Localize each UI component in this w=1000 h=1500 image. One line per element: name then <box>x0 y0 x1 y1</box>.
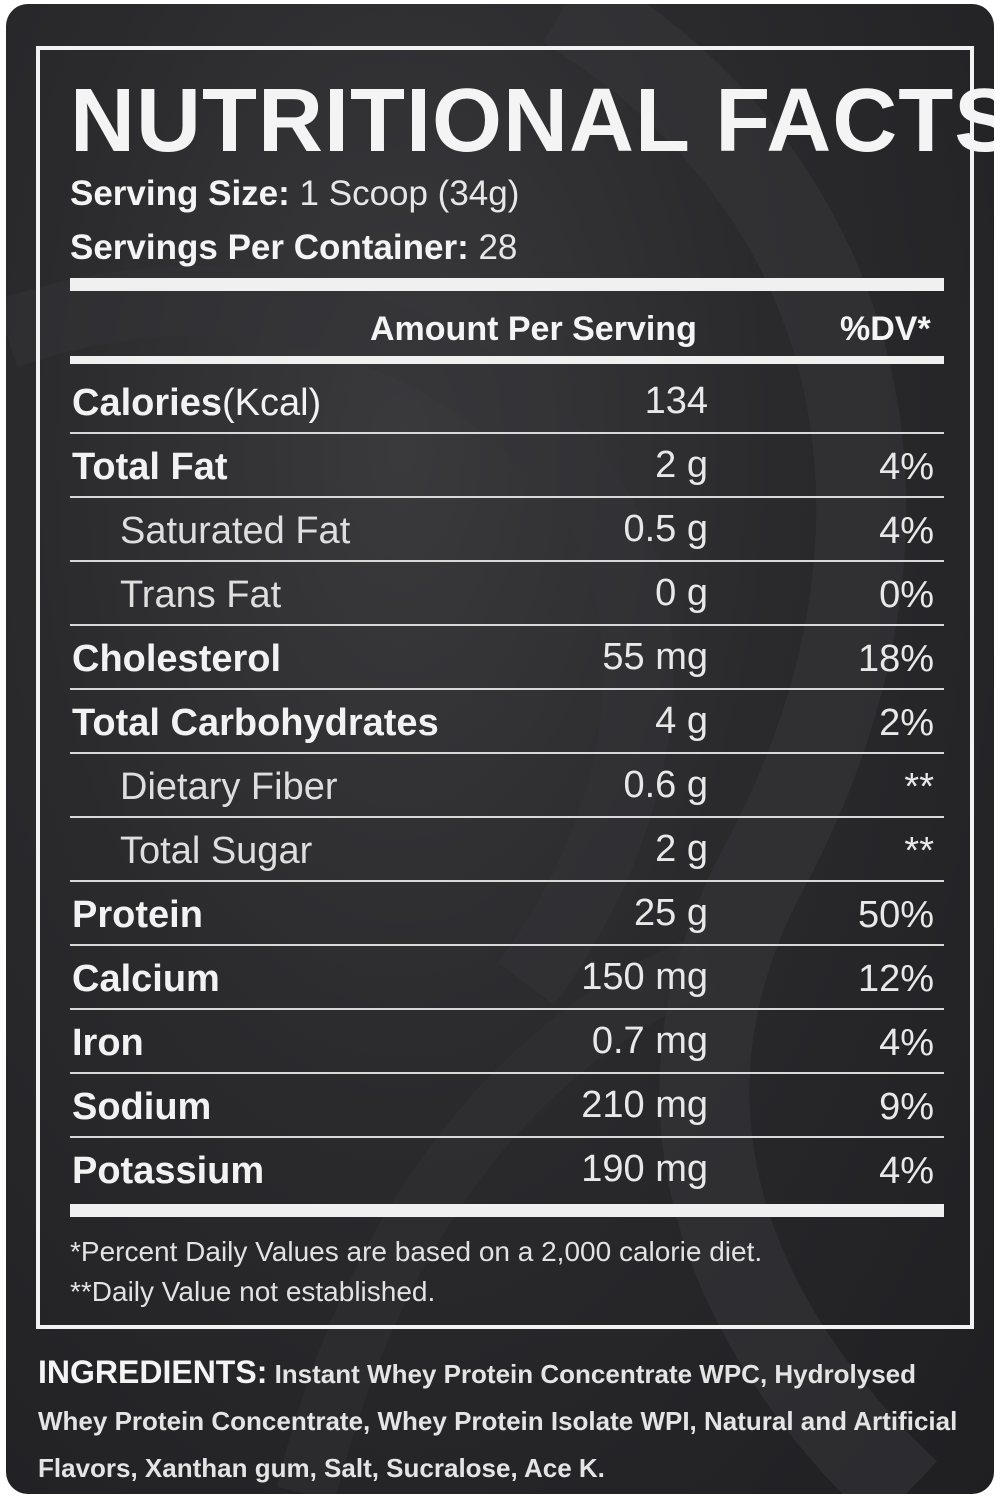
divider-thick-top <box>70 278 944 291</box>
nutrient-row: Total Fat 2 g 4% <box>70 434 944 498</box>
nutrient-daily-value: 0% <box>879 574 934 616</box>
nutrient-daily-value: 4% <box>879 510 934 552</box>
calories-unit: (Kcal) <box>221 382 322 424</box>
nutrient-amount: 0.6 g <box>623 764 708 806</box>
nutrient-amount: 150 mg <box>581 956 708 998</box>
nutrient-amount: 55 mg <box>602 636 708 678</box>
amount-per-serving-header: Amount Per Serving <box>370 310 697 348</box>
nutrient-name: Iron <box>72 1022 144 1064</box>
servings-per-container-label: Servings Per Container: <box>70 228 469 267</box>
serving-size-label: Serving Size: <box>70 174 290 213</box>
nutrient-row: Calcium 150 mg 12% <box>70 946 944 1010</box>
nutrient-daily-value: 12% <box>857 958 934 1000</box>
nutrient-row: Potassium 190 mg 4% <box>70 1138 944 1202</box>
nutrient-name: Trans Fat <box>120 574 282 616</box>
nutrient-daily-value: 4% <box>879 1022 934 1064</box>
calories-name: Calories <box>72 382 222 424</box>
calories-amount: 134 <box>644 380 708 422</box>
footnote-daily-values: *Percent Daily Values are based on a 2,0… <box>70 1236 763 1267</box>
nutrient-amount: 210 mg <box>581 1084 708 1126</box>
nutrient-daily-value: ** <box>904 830 934 872</box>
daily-value-header: %DV* <box>840 310 931 348</box>
calories-row: Calories(Kcal) 134 <box>70 370 944 434</box>
nutrient-amount: 2 g <box>655 828 708 870</box>
nutrient-daily-value: 18% <box>857 638 934 680</box>
nutrient-row: Saturated Fat 0.5 g 4% <box>70 498 944 562</box>
footnote-not-established: **Daily Value not established. <box>70 1276 436 1307</box>
ingredients-text: INGREDIENTS: Instant Whey Protein Concen… <box>38 1349 958 1492</box>
nutrient-daily-value: 50% <box>857 894 934 936</box>
nutrient-amount: 0.5 g <box>623 508 708 550</box>
servings-per-container-value: 28 <box>478 228 518 267</box>
nutrition-facts-panel: NUTRITIONAL FACTS Serving Size: 1 Scoop … <box>36 46 994 1329</box>
nutrient-daily-value: 4% <box>879 446 934 488</box>
nutrient-amount: 190 mg <box>581 1148 708 1190</box>
nutrient-daily-value: 9% <box>879 1086 934 1128</box>
nutrient-row: Protein 25 g 50% <box>70 882 944 946</box>
serving-size-value: 1 Scoop (34g) <box>299 174 520 213</box>
nutrient-row: Total Sugar 2 g ** <box>70 818 944 882</box>
nutrient-name: Cholesterol <box>72 638 282 680</box>
nutrient-amount: 0.7 mg <box>591 1020 708 1062</box>
nutrient-amount: 2 g <box>655 444 708 486</box>
nutrient-name: Protein <box>72 894 203 936</box>
nutrient-amount: 0 g <box>655 572 708 614</box>
ingredients-label: INGREDIENTS: <box>38 1354 268 1390</box>
label-title: NUTRITIONAL FACTS <box>70 71 994 171</box>
nutrient-name: Saturated Fat <box>120 510 351 552</box>
nutrient-name: Total Fat <box>72 446 228 488</box>
nutrient-row: Iron 0.7 mg 4% <box>70 1010 944 1074</box>
nutrient-daily-value: ** <box>904 766 934 808</box>
nutrient-amount: 4 g <box>655 700 708 742</box>
nutrient-table: Calories(Kcal) 134 Total Fat 2 g 4% Saturat… <box>70 370 944 1202</box>
nutrient-rows: Total Fat 2 g 4% Saturated Fat 0.5 g 4% Trans … <box>70 434 944 1202</box>
servings-per-container: Servings Per Container: 28 <box>70 230 517 265</box>
nutrient-row: Trans Fat 0 g 0% <box>70 562 944 626</box>
nutrient-daily-value: 2% <box>879 702 934 744</box>
nutrition-label-card: NUTRITIONAL FACTS Serving Size: 1 Scoop … <box>6 4 994 1494</box>
nutrient-daily-value: 4% <box>879 1150 934 1192</box>
divider-thick-bottom <box>70 1204 944 1217</box>
divider-header <box>70 356 944 364</box>
nutrient-name: Dietary Fiber <box>120 766 338 808</box>
nutrient-row: Total Carbohydrates 4 g 2% <box>70 690 944 754</box>
nutrient-row: Cholesterol 55 mg 18% <box>70 626 944 690</box>
nutrient-name: Calcium <box>72 958 220 1000</box>
nutrient-name: Sodium <box>72 1086 212 1128</box>
nutrient-row: Dietary Fiber 0.6 g ** <box>70 754 944 818</box>
nutrient-name: Total Sugar <box>120 830 313 872</box>
nutrient-row: Sodium 210 mg 9% <box>70 1074 944 1138</box>
nutrient-name: Potassium <box>72 1150 265 1192</box>
calories-label: Calories(Kcal) <box>72 382 321 425</box>
nutrient-amount: 25 g <box>634 892 708 934</box>
serving-size: Serving Size: 1 Scoop (34g) <box>70 176 519 211</box>
ingredients-list: Instant Whey Protein Concentrate WPC, Hy… <box>38 1359 958 1483</box>
nutrient-name: Total Carbohydrates <box>72 702 439 744</box>
